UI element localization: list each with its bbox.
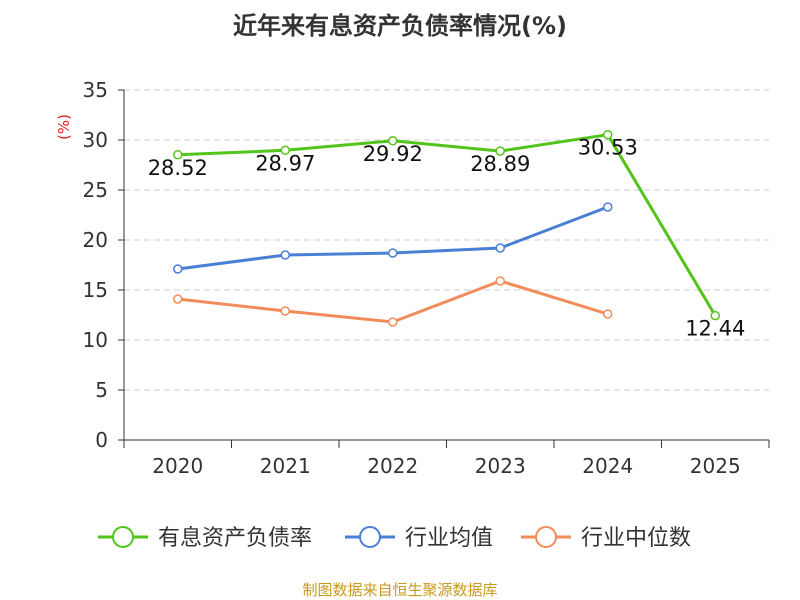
y-tick-label: 5 bbox=[95, 378, 108, 402]
data-point bbox=[280, 145, 290, 156]
data-point bbox=[710, 310, 720, 321]
data-point bbox=[173, 150, 183, 160]
x-tick-label: 2025 bbox=[690, 454, 741, 478]
data-label: 29.92 bbox=[363, 142, 423, 166]
y-tick-label: 30 bbox=[83, 128, 108, 152]
series-layer bbox=[173, 129, 720, 327]
data-label: 28.97 bbox=[255, 151, 315, 175]
legend-label: 有息资产负债率 bbox=[158, 526, 312, 551]
x-tick-label: 2022 bbox=[367, 454, 418, 478]
y-tick-label: 20 bbox=[83, 228, 108, 252]
data-point bbox=[495, 146, 505, 156]
data-point bbox=[495, 243, 505, 253]
legend-swatch-marker bbox=[535, 526, 557, 548]
y-tick-label: 0 bbox=[95, 428, 108, 452]
y-tick-label: 35 bbox=[83, 78, 108, 102]
series-line-2 bbox=[177, 279, 609, 324]
data-label: 28.52 bbox=[148, 156, 208, 180]
x-tick-label: 2021 bbox=[260, 454, 311, 478]
data-point bbox=[603, 202, 613, 212]
y-tick-label: 10 bbox=[83, 328, 108, 352]
data-point bbox=[280, 306, 290, 316]
data-point bbox=[495, 276, 505, 286]
data-label: 30.53 bbox=[578, 136, 638, 160]
y-tick-label: 15 bbox=[83, 278, 108, 302]
data-point bbox=[603, 129, 613, 140]
grid-lines bbox=[124, 89, 769, 391]
x-axis: 2020 2021 2022 2023 2024 2025 bbox=[123, 439, 770, 478]
legend-label: 行业均值 bbox=[405, 526, 493, 551]
data-point bbox=[173, 264, 183, 274]
series-line-0 bbox=[177, 133, 717, 317]
y-axis-label: (%) bbox=[55, 114, 73, 140]
y-axis: 0 5 10 15 20 25 30 35 bbox=[83, 78, 125, 452]
data-point bbox=[388, 317, 398, 327]
source-note: 制图数据来自恒生聚源数据库 bbox=[302, 581, 498, 599]
legend-swatch-marker bbox=[112, 526, 134, 548]
data-point bbox=[603, 309, 613, 319]
legend: 有息资产负债率 行业均值 行业中位数 bbox=[98, 526, 691, 551]
x-tick-label: 2023 bbox=[475, 454, 526, 478]
series-line-1 bbox=[177, 205, 609, 271]
legend-swatch-marker bbox=[359, 526, 381, 548]
data-label: 12.44 bbox=[685, 317, 745, 341]
legend-label: 行业中位数 bbox=[581, 526, 691, 551]
data-label: 28.89 bbox=[470, 152, 530, 176]
chart-title: 近年来有息资产负债率情况(%) bbox=[233, 12, 567, 40]
x-tick-label: 2020 bbox=[152, 454, 203, 478]
data-labels: 28.52 28.97 29.92 28.89 30.53 12.44 bbox=[148, 136, 746, 341]
x-tick-label: 2024 bbox=[582, 454, 633, 478]
data-point bbox=[173, 294, 183, 304]
y-tick-label: 25 bbox=[83, 178, 108, 202]
data-point bbox=[388, 136, 398, 146]
data-point bbox=[280, 250, 290, 260]
data-point bbox=[388, 248, 398, 258]
